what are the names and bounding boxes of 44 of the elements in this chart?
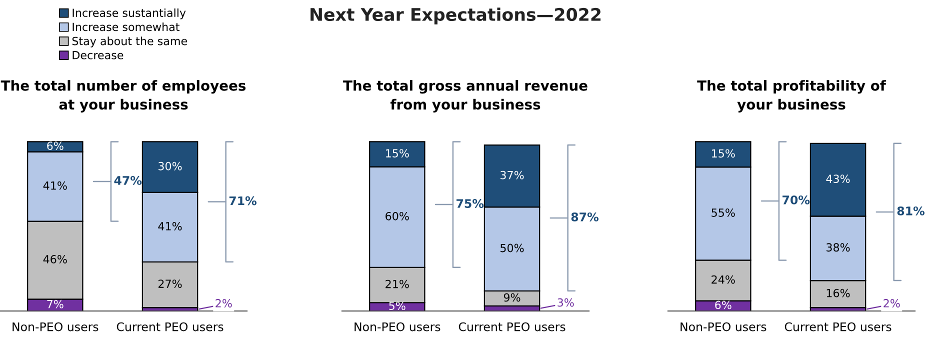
data-label: 2%	[884, 299, 900, 308]
annotation: 75%	[456, 199, 484, 208]
chart-title: The total gross annual revenue from your business	[343, 80, 588, 112]
data-label: 6%	[715, 300, 732, 310]
x-tick-label: Current PEO users	[116, 322, 224, 332]
annotation: 87%	[571, 212, 598, 222]
annotation: 47%	[114, 176, 142, 185]
chart-title: The total number of employees at your business	[0, 80, 246, 112]
chart-subtitle: Next Year Expectations—2022	[310, 8, 601, 24]
x-tick-label: Non-PEO users	[680, 322, 766, 332]
chart-title: The total profitability of your business	[697, 80, 886, 112]
data-label: 24%	[712, 275, 735, 284]
data-label: 15%	[386, 149, 409, 158]
legend-label: Increase sustantially	[72, 8, 186, 20]
data-label: 30%	[158, 162, 182, 170]
annotation: 71%	[229, 196, 256, 206]
data-label: 41%	[43, 181, 67, 190]
data-label: 55%	[712, 208, 735, 217]
data-label: 43%	[826, 174, 850, 184]
data-label: 9%	[504, 293, 520, 302]
data-label: 6%	[47, 142, 64, 150]
data-label: 16%	[826, 288, 850, 298]
data-label: 27%	[158, 280, 182, 288]
data-label: 50%	[500, 244, 524, 252]
data-label: 38%	[826, 243, 850, 252]
data-label: 2%	[216, 299, 232, 308]
legend-label: Increase somewhat	[72, 22, 180, 32]
x-tick-label: Current PEO users	[458, 322, 566, 332]
data-label: 3%	[558, 298, 574, 307]
data-label: 41%	[158, 222, 182, 230]
x-tick-label: Non-PEO users	[12, 322, 98, 332]
data-label: 21%	[386, 280, 409, 288]
annotation: 81%	[897, 206, 924, 216]
data-label: 60%	[386, 212, 409, 220]
data-label: 46%	[43, 255, 67, 264]
x-tick-label: Non-PEO users	[354, 322, 440, 332]
x-tick-label: Current PEO users	[784, 322, 892, 332]
legend-label: Decrease	[72, 51, 124, 60]
data-label: 15%	[712, 149, 735, 158]
legend-label: Stay about the same	[72, 36, 188, 48]
data-label: 7%	[47, 300, 64, 308]
data-label: 37%	[500, 170, 524, 180]
data-label: 5%	[389, 302, 406, 310]
annotation: 70%	[782, 195, 810, 204]
